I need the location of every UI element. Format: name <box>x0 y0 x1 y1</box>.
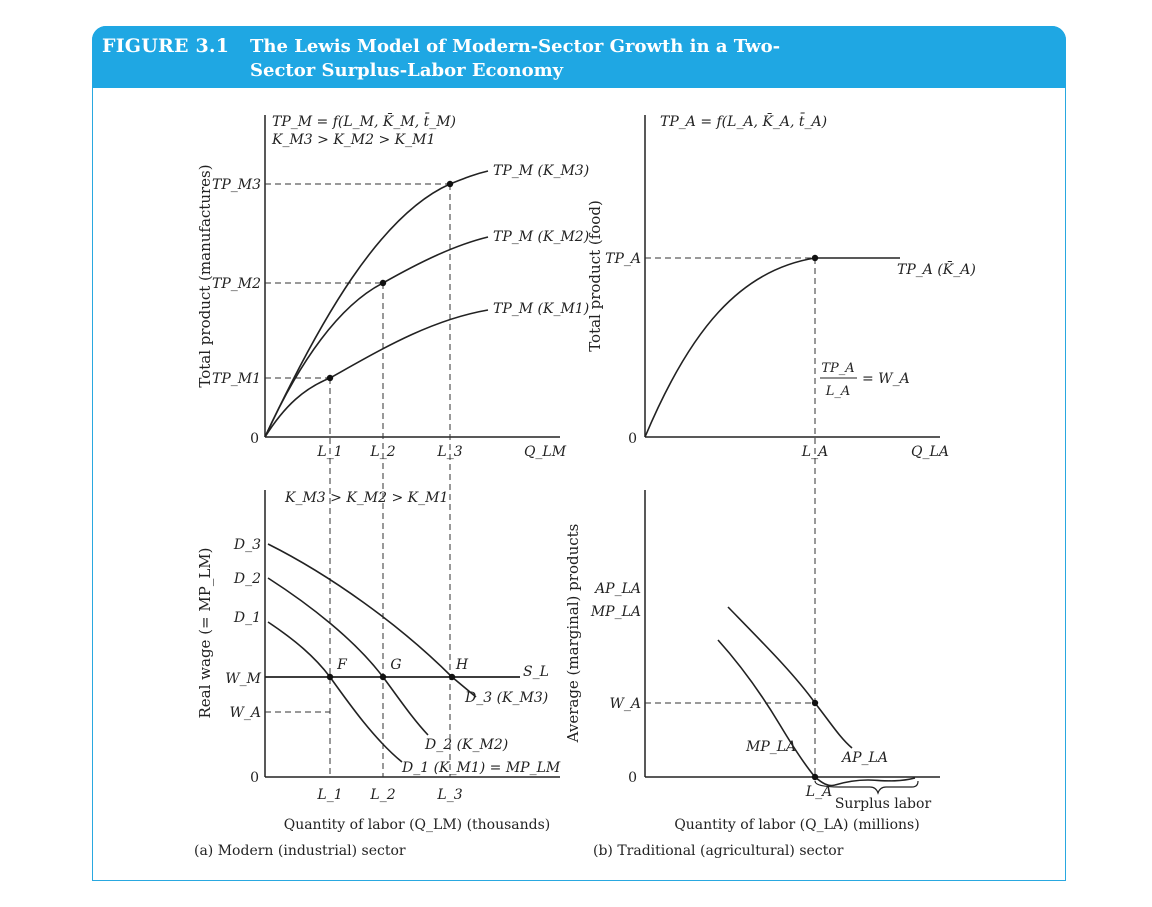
figure-title: The Lewis Model of Modern-Sector Growth … <box>250 36 781 81</box>
panel-b-caption: (b) Traditional (agricultural) sector <box>593 843 844 859</box>
figure-banner <box>92 26 1066 88</box>
a-bottom-xtick-l1: L_1 <box>316 787 342 803</box>
b-curve-apla <box>727 606 853 749</box>
a-curve-d2 <box>267 577 429 736</box>
b-label-mpla: MP_LA <box>745 739 796 755</box>
a-ytick-d3: D_3 <box>233 537 261 553</box>
b-ytick-tpa: TP_A <box>605 251 641 267</box>
a-top-eq1: TP_M = f(L_M, K̄_M, t̄_M) <box>272 112 456 130</box>
a-curve-tpm1 <box>264 309 489 438</box>
a-top-xtick-l1: L_1 <box>316 444 342 460</box>
a-ytick-tpm2: TP_M2 <box>212 276 261 292</box>
a-bottom-relation: K_M3 > K_M2 > K_M1 <box>284 490 448 506</box>
a-label-g: G <box>390 657 401 673</box>
b-ytick-mpla: MP_LA <box>590 604 641 620</box>
figure-label: FIGURE 3.1 <box>102 35 230 57</box>
a-bottom-xtick-l2: L_2 <box>369 787 395 803</box>
a-bottom-xlabel: Quantity of labor (Q_LM) (thousands) <box>284 817 551 833</box>
a-label-tpm2: TP_M (K_M2) <box>493 229 589 245</box>
a-label-d1: D_1 (K_M1) = MP_LM <box>401 760 561 776</box>
b-label-apla: AP_LA <box>840 750 888 766</box>
a-top-xaxis-name: Q_LM <box>524 444 567 460</box>
b-top-origin: 0 <box>628 431 637 447</box>
a-label-d3: D_3 (K_M3) <box>464 690 548 706</box>
b-bottom-xtick-la: L_A <box>805 784 832 800</box>
b-top-xaxis-name: Q_LA <box>911 444 949 460</box>
a-top-xtick-l3: L_3 <box>436 444 462 460</box>
b-bottom-origin: 0 <box>628 770 637 786</box>
b-ratio-eq: = W_A <box>862 371 910 387</box>
a-point-tpm1 <box>326 374 334 382</box>
b-top-ylabel: Total product (food) <box>586 200 604 352</box>
b-curve-mpla-tail <box>834 777 916 786</box>
a-label-supply: S_L <box>523 664 549 680</box>
a-top-origin: 0 <box>250 431 259 447</box>
b-ytick-wa: W_A <box>610 696 642 712</box>
b-top-eq: TP_A = f(L_A, K̄_A, t̄_A) <box>660 112 827 130</box>
a-point-tpm3 <box>446 180 454 188</box>
a-label-f: F <box>336 657 348 673</box>
a-point-tpm2 <box>379 279 387 287</box>
a-ytick-d1: D_1 <box>233 610 261 626</box>
a-top-ylabel: Total product (manufactures) <box>196 164 214 387</box>
b-curve-tpa <box>644 257 900 438</box>
a-curve-d1 <box>267 621 403 763</box>
b-curve-mpla <box>717 639 836 787</box>
a-curve-tpm3 <box>264 170 489 438</box>
a-ytick-d2: D_2 <box>233 571 261 587</box>
a-bottom-origin: 0 <box>250 770 259 786</box>
a-label-tpm3: TP_M (K_M3) <box>493 163 589 179</box>
a-curve-tpm2 <box>264 236 489 438</box>
a-top-xtick-l2: L_2 <box>369 444 395 460</box>
b-ytick-apla: AP_LA <box>593 581 641 597</box>
b-ratio-den: L_A <box>825 384 851 399</box>
b-ratio-num: TP_A <box>821 361 854 376</box>
a-top-eq2: K_M3 > K_M2 > K_M1 <box>271 132 435 148</box>
a-curve-d3 <box>267 543 477 698</box>
a-label-tpm1: TP_M (K_M1) <box>493 301 589 317</box>
a-point-f <box>326 673 334 681</box>
b-surplus-brace <box>814 780 919 795</box>
a-ytick-tpm3: TP_M3 <box>212 177 261 193</box>
b-top-xtick-la: L_A <box>801 444 828 460</box>
b-point-wa <box>811 699 819 707</box>
a-ytick-wa: W_A <box>230 705 262 721</box>
a-bottom-xtick-l3: L_3 <box>436 787 462 803</box>
a-ytick-tpm1: TP_M1 <box>212 371 261 387</box>
panel-a-caption: (a) Modern (industrial) sector <box>194 843 406 859</box>
a-point-h <box>448 673 456 681</box>
b-label-surplus: Surplus labor <box>835 796 932 812</box>
b-label-tpa: TP_A (K̄_A) <box>897 260 976 278</box>
a-bottom-ylabel: Real wage (= MP_LM) <box>196 547 214 718</box>
b-bottom-xlabel: Quantity of labor (Q_LA) (millions) <box>674 817 919 833</box>
b-bottom-ylabel: Average (marginal) products <box>564 524 582 744</box>
a-label-d2: D_2 (K_M2) <box>424 737 508 753</box>
b-point-la <box>811 773 819 781</box>
a-point-g <box>379 673 387 681</box>
b-point-tpa <box>811 254 819 262</box>
a-ytick-wm: W_M <box>225 671 261 687</box>
a-label-h: H <box>455 657 469 673</box>
